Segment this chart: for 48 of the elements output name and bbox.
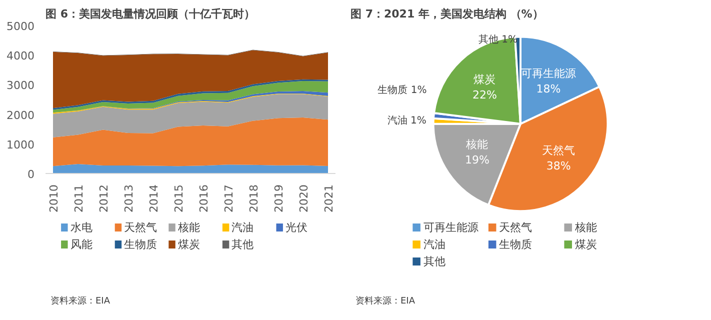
legend-label: 天然气 — [499, 221, 532, 234]
y-tick-label: 4000 — [6, 50, 35, 63]
legend-label: 汽油 — [423, 238, 446, 251]
x-tick-label: 2011 — [72, 184, 86, 212]
category-label: 生物质 1% — [378, 85, 427, 96]
y-tick-label: 1000 — [6, 138, 35, 152]
x-tick-label: 2014 — [148, 184, 160, 212]
y-tick-label: 2000 — [6, 108, 35, 122]
slice-label: 核能 — [465, 138, 488, 151]
legend-label: 其他 — [423, 255, 446, 268]
slice-label: 天然气 — [542, 144, 576, 158]
x-tick-label: 2017 — [222, 184, 236, 212]
x-tick-label: 2016 — [198, 184, 210, 212]
x-tick-label: 2021 — [322, 184, 336, 212]
x-tick-label: 2015 — [172, 184, 186, 212]
y-tick-label: 3000 — [6, 79, 35, 92]
text: 资料来源：EIA — [356, 296, 416, 306]
y-tick-label: 5000 — [6, 20, 35, 33]
x-tick-label: 2018 — [248, 184, 260, 212]
data-label: 18% — [536, 82, 561, 96]
legend-label: 光伏 — [285, 221, 308, 234]
legend-label: 生物质 — [499, 238, 532, 251]
x-tick-label: 2020 — [298, 184, 310, 212]
legend-label: 水电 — [70, 221, 92, 234]
chart-title: 图 6：美国发电量情况回顾（十亿千瓦时） — [46, 8, 255, 20]
legend-label: 天然气 — [124, 221, 158, 234]
legend-label: 核能 — [176, 221, 200, 234]
legend-label: 其他 — [232, 238, 254, 251]
legend-label: 风能 — [70, 238, 92, 251]
x-tick-label: 2010 — [48, 184, 60, 212]
data-label: 22% — [472, 88, 497, 102]
slice-label: 煤炭 — [474, 72, 496, 86]
slice-label: 可再生能源 — [521, 66, 576, 80]
x-tick-label: 2013 — [122, 184, 136, 212]
x-tick-label: 2019 — [272, 184, 286, 212]
text: 资料来源：EIA — [50, 296, 111, 306]
category-label: 汽油 1% — [387, 116, 426, 127]
legend-label: 煤炭 — [178, 238, 200, 251]
legend-label: 核能 — [574, 221, 597, 234]
legend-label: 汽油 — [232, 221, 254, 234]
legend-label: 生物质 — [124, 238, 158, 251]
legend-label: 煤炭 — [574, 238, 597, 251]
x-tick-label: 2012 — [98, 184, 110, 212]
y-tick-label: 0 — [28, 168, 34, 181]
data-label: 38% — [546, 160, 571, 173]
legend-label: 可再生能源 — [423, 221, 478, 234]
data-label: 19% — [465, 154, 490, 167]
chart-title: 图 7：2021 年，美国发电结构 （%） — [350, 8, 544, 20]
